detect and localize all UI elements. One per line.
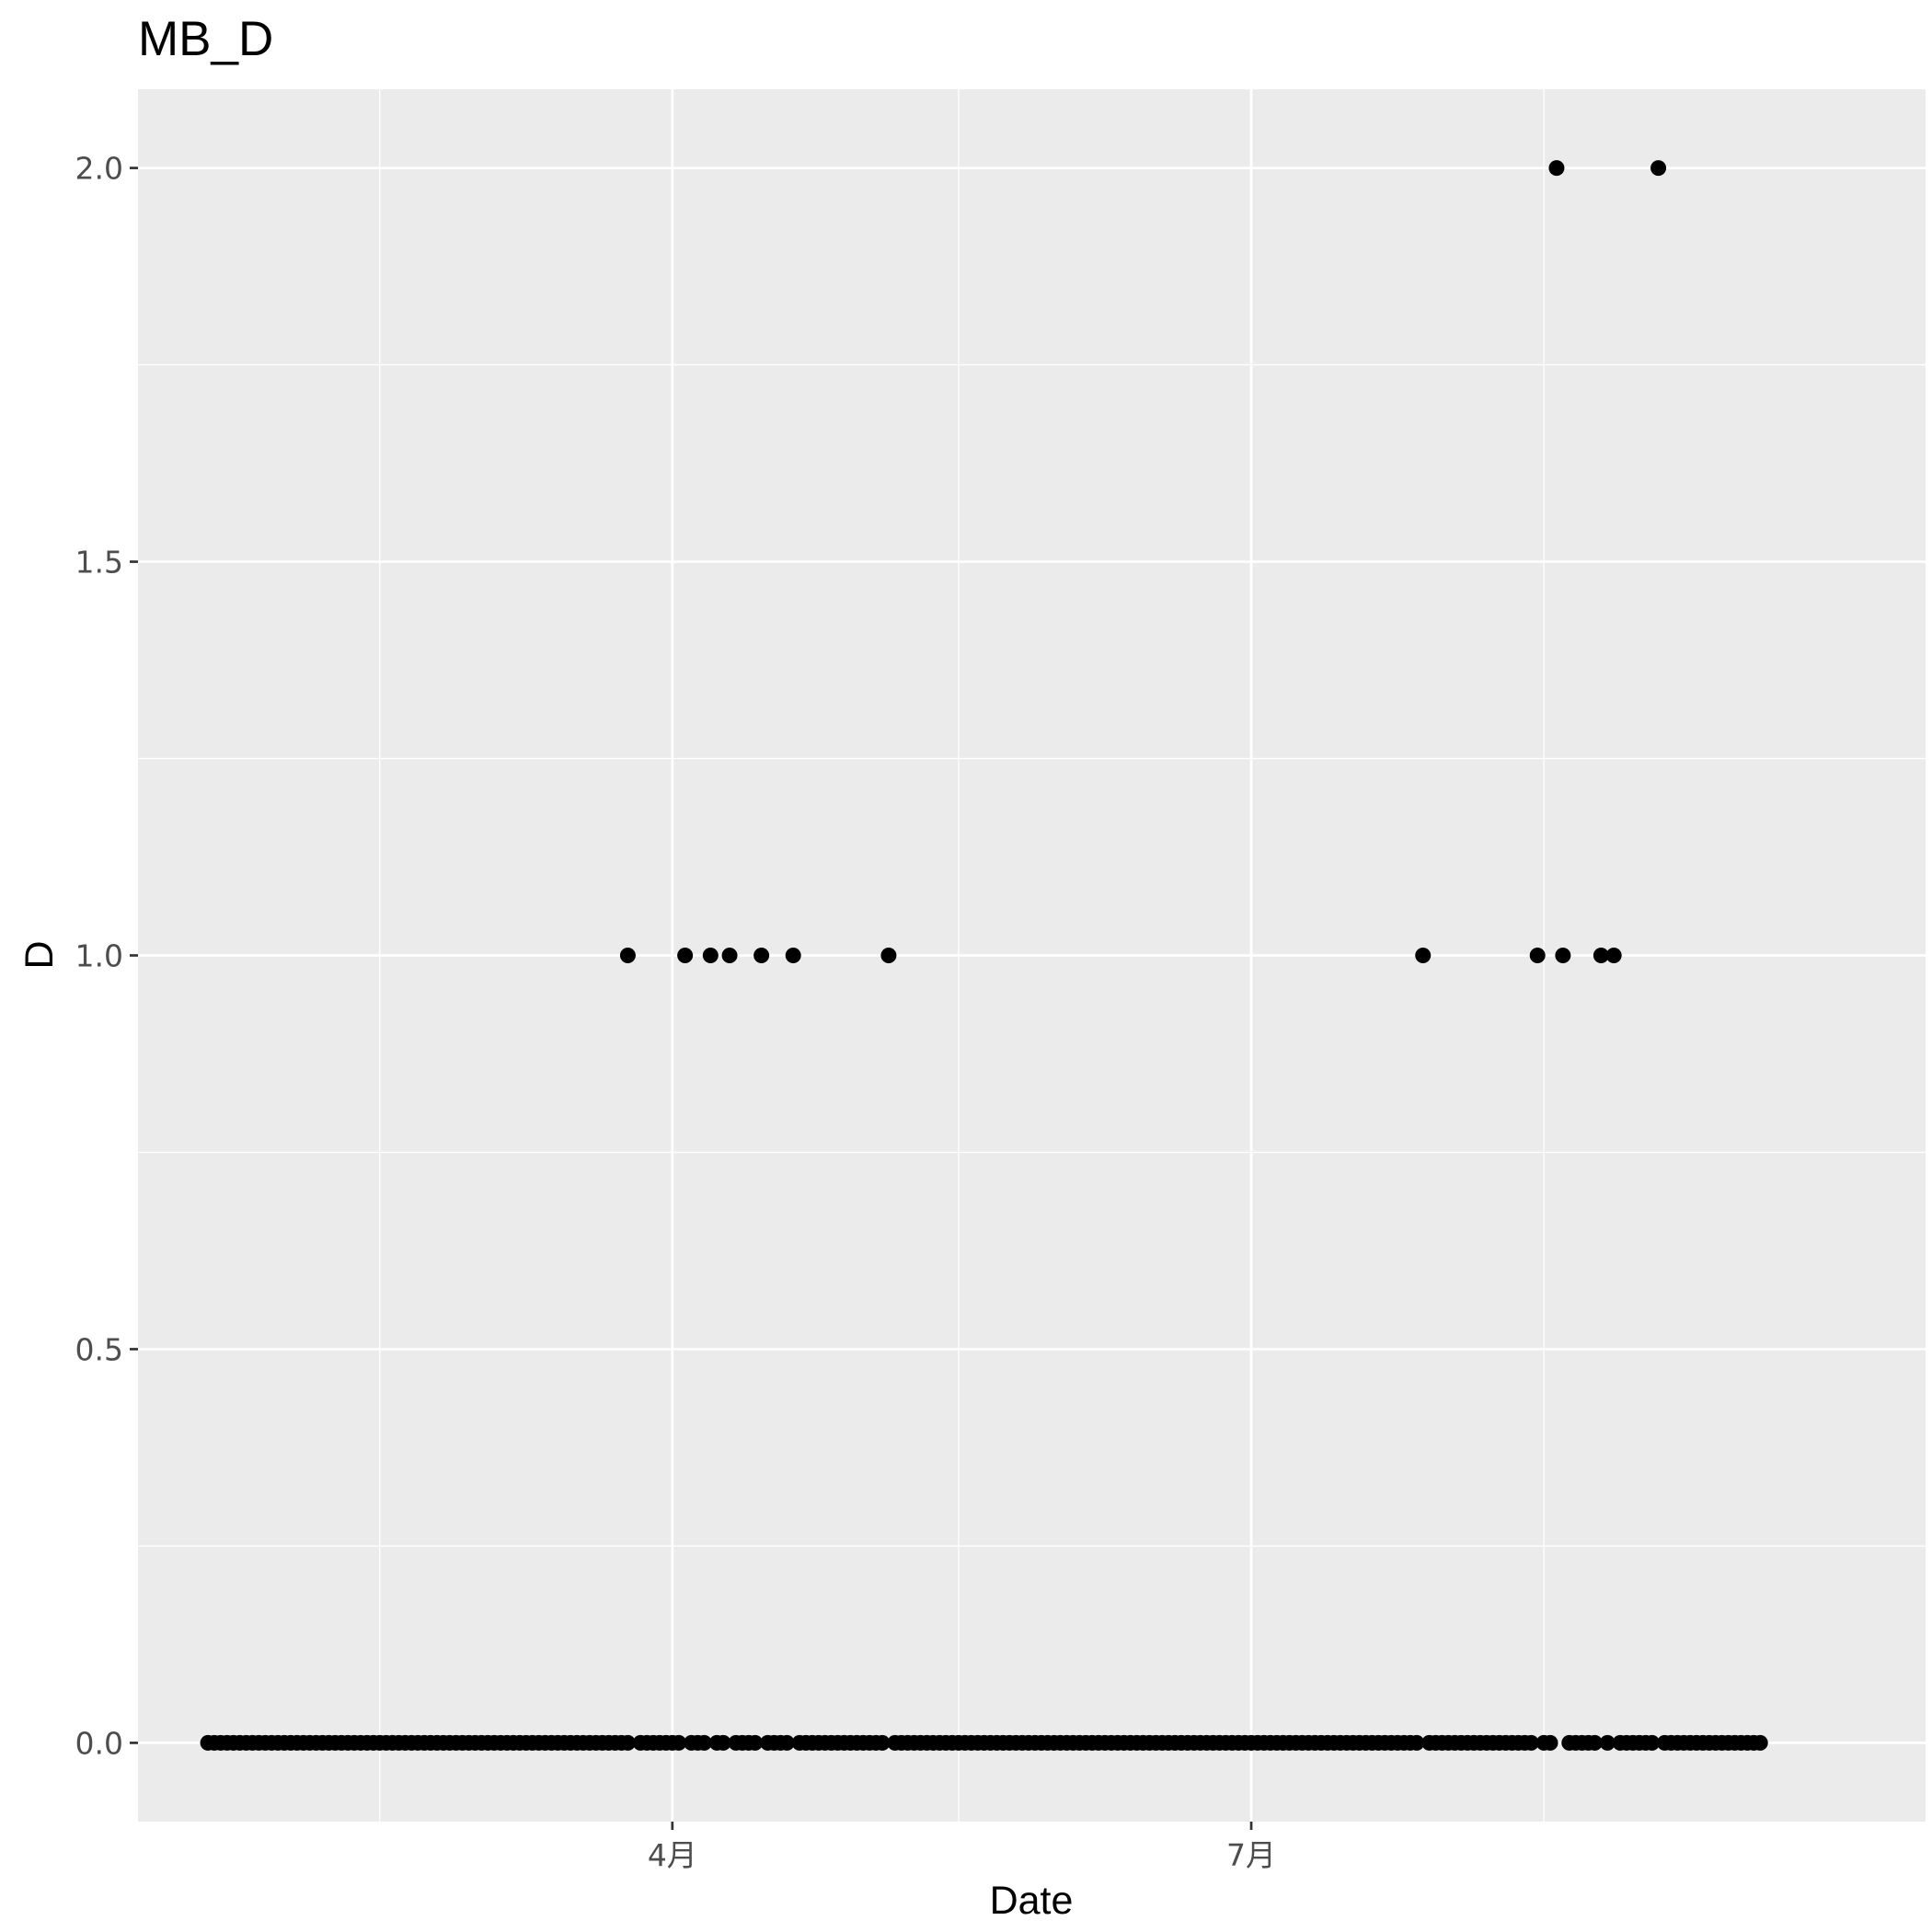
x-tick-label: 4月 bbox=[648, 1837, 697, 1873]
data-point bbox=[1415, 948, 1432, 963]
data-point bbox=[721, 948, 738, 963]
data-point bbox=[1409, 1734, 1425, 1751]
x-axis: 4月 7月 bbox=[648, 1822, 1276, 1873]
data-point bbox=[696, 1734, 712, 1751]
data-point bbox=[715, 1734, 731, 1751]
data-point bbox=[747, 1734, 764, 1751]
data-point bbox=[619, 948, 636, 963]
data-point bbox=[1542, 1734, 1558, 1751]
data-point bbox=[702, 948, 719, 963]
data-point bbox=[1593, 948, 1609, 963]
y-tick-label: 2.0 bbox=[75, 151, 123, 187]
y-tick-label: 1.5 bbox=[75, 545, 123, 581]
data-point bbox=[1650, 160, 1667, 177]
data-point bbox=[1548, 160, 1565, 177]
y-tick-label: 0.0 bbox=[75, 1725, 123, 1761]
data-points bbox=[200, 160, 1768, 1751]
y-tick-label: 0.5 bbox=[75, 1331, 123, 1367]
data-point bbox=[874, 1734, 891, 1751]
data-point bbox=[785, 948, 801, 963]
data-point bbox=[677, 948, 694, 963]
data-point bbox=[1605, 948, 1622, 963]
data-point bbox=[880, 948, 897, 963]
x-tick-label: 7月 bbox=[1226, 1837, 1276, 1873]
data-point bbox=[1523, 1734, 1539, 1751]
chart-title: MB_D bbox=[138, 12, 273, 66]
data-point bbox=[671, 1734, 687, 1751]
data-point bbox=[619, 1734, 636, 1751]
y-axis: 0.0 0.5 1.0 1.5 2.0 bbox=[75, 151, 138, 1761]
data-point bbox=[1529, 948, 1546, 963]
y-tick-label: 1.0 bbox=[75, 938, 123, 974]
data-point bbox=[778, 1734, 795, 1751]
data-point bbox=[1586, 1734, 1603, 1751]
data-point bbox=[753, 948, 770, 963]
data-point bbox=[1752, 1734, 1768, 1751]
data-point bbox=[1599, 1734, 1616, 1751]
x-axis-title: Date bbox=[990, 1879, 1074, 1923]
data-point bbox=[1555, 948, 1571, 963]
y-axis-title: D bbox=[17, 940, 62, 969]
data-point bbox=[1644, 1734, 1661, 1751]
